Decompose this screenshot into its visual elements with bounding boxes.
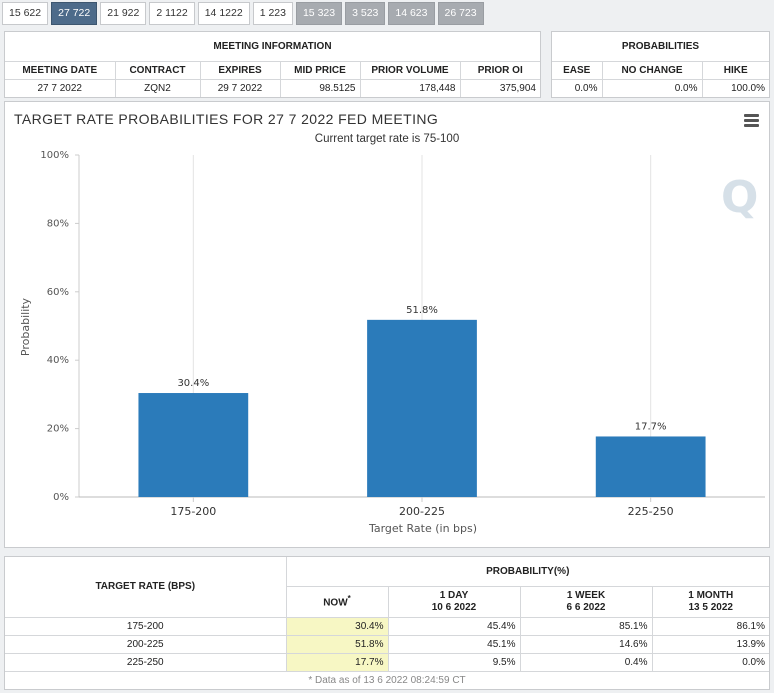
mid-price-value: 98.5125: [279, 78, 361, 97]
bar[interactable]: [138, 393, 249, 497]
now-cell: 51.8%: [285, 634, 389, 654]
column-header: CONTRACT: [114, 60, 201, 80]
column-header: NO CHANGE: [601, 60, 703, 80]
one-day-cell: 9.5%: [387, 652, 521, 672]
tab-meeting-date[interactable]: 26 723: [437, 2, 484, 25]
table-row: 225-250 17.7% 9.5% 0.4% 0.0%: [5, 652, 769, 672]
column-header-1-month: 1 MONTH 13 5 2022: [651, 585, 769, 618]
column-header-1-week: 1 WEEK 6 6 2022: [519, 585, 653, 618]
expires-value: 29 7 2022: [199, 78, 281, 97]
prior-oi-value: 375,904: [459, 78, 540, 97]
y-axis-label: Probability: [19, 297, 32, 356]
y-tick-label: 80%: [47, 218, 69, 229]
meeting-information-title: MEETING INFORMATION: [5, 32, 540, 62]
tab-meeting-date[interactable]: 2 1122: [149, 2, 195, 25]
target-rate-header: TARGET RATE (BPS): [5, 557, 287, 618]
one-month-cell: 0.0%: [651, 652, 769, 672]
y-tick-label: 60%: [47, 287, 69, 298]
probabilities-title: PROBABILITIES: [552, 32, 769, 62]
column-header: PRIOR VOLUME: [359, 60, 461, 80]
y-tick-label: 100%: [40, 150, 69, 161]
probabilities-panel: PROBABILITIES EASE NO CHANGE HIKE 0.0% 0…: [551, 31, 770, 98]
target-rate-cell: 175-200: [5, 616, 287, 636]
column-header: MEETING DATE: [5, 60, 116, 80]
column-header: MID PRICE: [279, 60, 361, 80]
x-tick-label: 200-225: [399, 505, 445, 518]
probability-table: TARGET RATE (BPS) PROBABILITY(%) NOW* 1 …: [5, 557, 769, 689]
now-cell: 17.7%: [285, 652, 389, 672]
column-header-1-day: 1 DAY 10 6 2022: [387, 585, 521, 618]
ease-value: 0.0%: [552, 78, 603, 97]
chart-subtitle: Current target rate is 75-100: [314, 133, 460, 145]
one-month-cell: 13.9%: [651, 634, 769, 654]
tab-meeting-date[interactable]: 21 922: [100, 2, 147, 25]
tab-meeting-date[interactable]: 14 623: [388, 2, 435, 25]
chart-panel: TARGET RATE PROBABILITIES FOR 27 7 2022 …: [4, 101, 770, 548]
one-week-cell: 14.6%: [519, 634, 653, 654]
meeting-date-value: 27 7 2022: [5, 78, 116, 97]
data-label: 51.8%: [406, 305, 438, 316]
table-row: 175-200 30.4% 45.4% 85.1% 86.1%: [5, 616, 769, 636]
probability-table-panel: TARGET RATE (BPS) PROBABILITY(%) NOW* 1 …: [4, 556, 770, 690]
tab-meeting-date[interactable]: 1 223: [252, 2, 293, 25]
y-tick-label: 0%: [53, 492, 69, 503]
one-week-cell: 0.4%: [519, 652, 653, 672]
contract-value: ZQN2: [114, 78, 201, 97]
y-tick-label: 40%: [47, 355, 69, 366]
table-row: 200-225 51.8% 45.1% 14.6% 13.9%: [5, 634, 769, 654]
target-rate-cell: 200-225: [5, 634, 287, 654]
data-label: 30.4%: [177, 378, 209, 389]
hike-value: 100.0%: [701, 78, 769, 97]
chart-title: TARGET RATE PROBABILITIES FOR 27 7 2022 …: [14, 111, 439, 127]
column-header-now: NOW*: [285, 585, 389, 618]
bar[interactable]: [595, 436, 706, 497]
hamburger-menu-icon[interactable]: [744, 114, 759, 127]
tab-meeting-date[interactable]: 15 323: [295, 2, 343, 25]
probability-header: PROBABILITY(%): [285, 557, 769, 587]
one-day-cell: 45.1%: [387, 634, 521, 654]
data-timestamp-footnote: * Data as of 13 6 2022 08:24:59 CT: [5, 670, 769, 689]
meeting-information-panel: MEETING INFORMATION MEETING DATE CONTRAC…: [4, 31, 541, 98]
tab-meeting-date[interactable]: 27 722: [51, 2, 98, 25]
column-header: PRIOR OI: [459, 60, 540, 80]
target-rate-cell: 225-250: [5, 652, 287, 672]
data-label: 17.7%: [635, 421, 667, 432]
column-header: EASE: [552, 60, 603, 80]
x-axis-label: Target Rate (in bps): [368, 522, 477, 535]
tab-meeting-date[interactable]: 14 1222: [197, 2, 250, 25]
one-month-cell: 86.1%: [651, 616, 769, 636]
watermark-logo: Q: [721, 172, 758, 223]
one-week-cell: 85.1%: [519, 616, 653, 636]
x-tick-label: 225-250: [628, 505, 674, 518]
column-header: HIKE: [701, 60, 769, 80]
no-change-value: 0.0%: [601, 78, 703, 97]
one-day-cell: 45.4%: [387, 616, 521, 636]
prior-volume-value: 178,448: [359, 78, 461, 97]
bar[interactable]: [367, 319, 477, 497]
bar-chart: 0% 20% 40% 60% 80% 100% 30.4% 175-200 51.8% 200-2…: [19, 150, 765, 535]
tab-meeting-date[interactable]: 3 523: [345, 2, 386, 25]
meeting-date-tabs: 15 622 27 722 21 922 2 1122 14 1222 1 22…: [2, 2, 484, 25]
x-tick-label: 175-200: [170, 505, 216, 518]
tab-meeting-date[interactable]: 15 622: [2, 2, 49, 25]
column-header: EXPIRES: [199, 60, 281, 80]
y-tick-label: 20%: [47, 424, 69, 435]
now-cell: 30.4%: [285, 616, 389, 636]
